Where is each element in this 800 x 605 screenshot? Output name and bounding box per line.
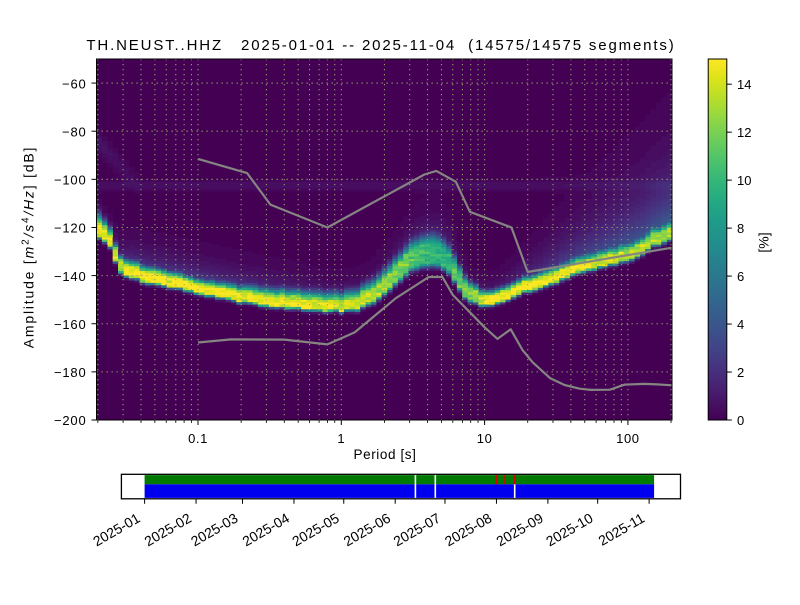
svg-text:−60: −60 [62,76,86,91]
svg-text:Period [s]: Period [s] [353,447,416,462]
svg-text:0.1: 0.1 [188,431,208,446]
svg-text:6: 6 [737,269,744,284]
svg-text:Amplitude [m2/s4/Hz] [dB]: Amplitude [m2/s4/Hz] [dB] [21,146,37,348]
svg-text:12: 12 [737,125,751,140]
svg-text:−200: −200 [54,413,86,428]
svg-text:−80: −80 [62,124,86,139]
svg-text:TH.NEUST..HHZ 2025-01-01 --: TH.NEUST..HHZ 2025-01-01 -- 2025-11-04 (… [86,37,675,54]
svg-text:10: 10 [737,173,751,188]
svg-text:−140: −140 [54,269,86,284]
svg-text:8: 8 [737,221,744,236]
svg-text:−160: −160 [54,317,86,332]
svg-text:14: 14 [737,77,751,92]
svg-text:1: 1 [337,431,345,446]
svg-text:[%]: [%] [756,232,772,252]
svg-text:4: 4 [737,317,744,332]
svg-text:−100: −100 [54,173,86,188]
svg-text:0: 0 [737,413,744,428]
svg-text:−120: −120 [54,221,86,236]
svg-text:100: 100 [616,431,640,446]
svg-text:−180: −180 [54,365,86,380]
svg-text:2: 2 [737,365,744,380]
svg-text:10: 10 [477,431,493,446]
